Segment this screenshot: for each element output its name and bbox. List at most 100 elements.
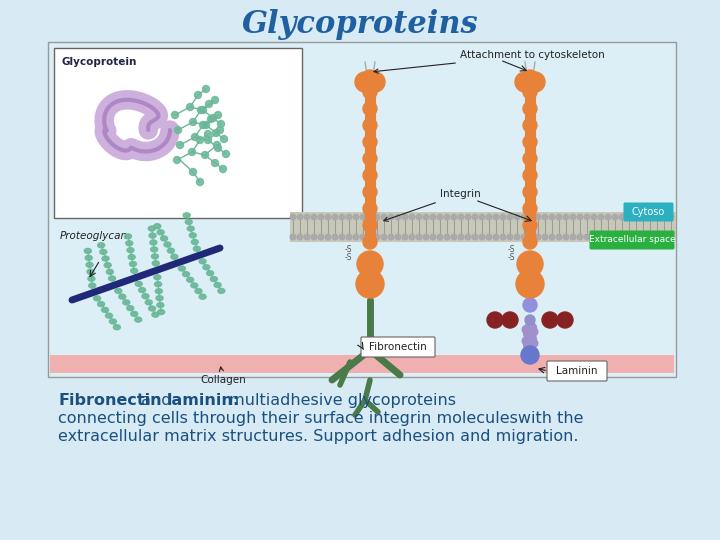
Circle shape	[388, 234, 394, 240]
Circle shape	[202, 85, 210, 92]
Circle shape	[402, 214, 408, 220]
Circle shape	[402, 234, 408, 240]
Ellipse shape	[128, 262, 135, 267]
Circle shape	[521, 346, 539, 364]
Circle shape	[381, 234, 387, 240]
Circle shape	[395, 214, 401, 220]
Circle shape	[626, 214, 632, 220]
Circle shape	[493, 214, 499, 220]
Circle shape	[522, 70, 538, 86]
Ellipse shape	[96, 302, 103, 307]
Circle shape	[339, 214, 345, 220]
Circle shape	[346, 214, 352, 220]
Circle shape	[363, 201, 377, 215]
Circle shape	[523, 85, 537, 99]
Circle shape	[640, 214, 646, 220]
Ellipse shape	[166, 241, 174, 246]
Text: connecting cells through their surface integrin moleculeswith the: connecting cells through their surface i…	[58, 411, 583, 426]
Circle shape	[325, 234, 330, 240]
Circle shape	[526, 344, 534, 352]
Circle shape	[363, 235, 377, 249]
Bar	[48, 42, 676, 377]
Circle shape	[458, 214, 464, 220]
Text: Integrin: Integrin	[384, 189, 481, 221]
Circle shape	[668, 234, 674, 240]
Ellipse shape	[139, 295, 146, 300]
Text: Extracellular space: Extracellular space	[589, 235, 675, 245]
Circle shape	[523, 330, 531, 338]
Circle shape	[661, 214, 667, 220]
Circle shape	[212, 97, 218, 104]
Circle shape	[215, 145, 222, 152]
Circle shape	[325, 214, 330, 220]
FancyBboxPatch shape	[624, 202, 673, 221]
Circle shape	[465, 234, 471, 240]
Circle shape	[465, 214, 471, 220]
Circle shape	[570, 214, 576, 220]
Circle shape	[523, 201, 537, 215]
Circle shape	[423, 214, 429, 220]
FancyBboxPatch shape	[547, 361, 607, 381]
Circle shape	[486, 234, 492, 240]
Circle shape	[523, 218, 537, 232]
Ellipse shape	[105, 255, 112, 260]
Circle shape	[220, 165, 227, 172]
Circle shape	[346, 234, 352, 240]
Circle shape	[557, 214, 562, 220]
Ellipse shape	[122, 316, 129, 321]
Circle shape	[647, 214, 653, 220]
Ellipse shape	[152, 247, 158, 252]
Ellipse shape	[166, 292, 174, 298]
Circle shape	[290, 214, 296, 220]
Ellipse shape	[200, 288, 207, 293]
Circle shape	[522, 326, 530, 334]
Ellipse shape	[93, 296, 100, 301]
Circle shape	[563, 234, 569, 240]
Circle shape	[395, 234, 401, 240]
Ellipse shape	[78, 264, 86, 269]
Circle shape	[354, 234, 359, 240]
Ellipse shape	[169, 247, 176, 252]
Circle shape	[444, 214, 450, 220]
Ellipse shape	[107, 262, 114, 267]
Ellipse shape	[120, 309, 127, 314]
Circle shape	[584, 234, 590, 240]
Circle shape	[528, 323, 536, 331]
FancyBboxPatch shape	[590, 231, 675, 249]
Circle shape	[202, 152, 209, 159]
Ellipse shape	[176, 274, 183, 279]
Circle shape	[640, 234, 646, 240]
Circle shape	[472, 234, 478, 240]
Circle shape	[523, 135, 537, 149]
Circle shape	[577, 214, 582, 220]
Text: -S: -S	[345, 253, 353, 262]
Circle shape	[363, 135, 377, 149]
Circle shape	[374, 234, 380, 240]
Circle shape	[437, 214, 443, 220]
Circle shape	[523, 341, 531, 349]
Text: Fibronectin: Fibronectin	[369, 342, 427, 352]
Text: Collagen: Collagen	[200, 367, 246, 385]
Ellipse shape	[113, 289, 120, 294]
Circle shape	[526, 332, 534, 340]
Ellipse shape	[87, 284, 94, 289]
Circle shape	[171, 111, 179, 118]
Circle shape	[355, 72, 375, 92]
Ellipse shape	[163, 286, 170, 291]
Circle shape	[318, 214, 324, 220]
Circle shape	[530, 328, 538, 336]
Ellipse shape	[199, 281, 206, 286]
Circle shape	[668, 214, 674, 220]
Circle shape	[212, 159, 218, 166]
Circle shape	[523, 298, 537, 312]
Circle shape	[654, 234, 660, 240]
Circle shape	[528, 214, 534, 220]
Circle shape	[222, 151, 230, 158]
Circle shape	[517, 251, 543, 277]
Circle shape	[374, 214, 380, 220]
Circle shape	[612, 234, 618, 240]
Circle shape	[174, 126, 181, 133]
Circle shape	[304, 234, 310, 240]
Circle shape	[522, 337, 530, 345]
Ellipse shape	[123, 241, 130, 246]
